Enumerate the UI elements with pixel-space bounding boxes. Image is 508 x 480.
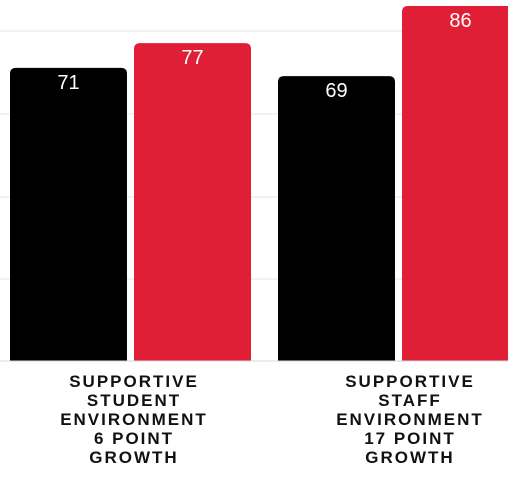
category-label-line: 17 POINT (364, 429, 456, 448)
bars: 71 77 69 86 (10, 6, 508, 362)
category-label-line: GROWTH (365, 448, 455, 467)
bar-black-1 (278, 76, 395, 362)
bar-value-label: 71 (57, 72, 79, 94)
category-label-staff: SUPPORTIVE STAFF ENVIRONMENT 17 POINT GR… (290, 372, 508, 467)
bar-value-label: 77 (181, 47, 203, 69)
category-label-line: ENVIRONMENT (336, 410, 484, 429)
category-label-student: SUPPORTIVE STUDENT ENVIRONMENT 6 POINT G… (14, 372, 254, 467)
category-label-line: STUDENT (86, 391, 182, 410)
category-label-line: 6 POINT (93, 429, 175, 448)
bar-black-0 (10, 67, 127, 361)
bar-red-1 (402, 6, 508, 361)
bar-value-label: 86 (449, 10, 471, 32)
category-label-line: STAFF (378, 391, 442, 410)
category-label-line: GROWTH (89, 448, 179, 467)
bar-red-0 (134, 43, 251, 362)
category-label-line: SUPPORTIVE (345, 372, 475, 391)
category-label-line: ENVIRONMENT (60, 410, 208, 429)
bar-value-label: 69 (325, 80, 347, 102)
category-label-line: SUPPORTIVE (69, 372, 199, 391)
